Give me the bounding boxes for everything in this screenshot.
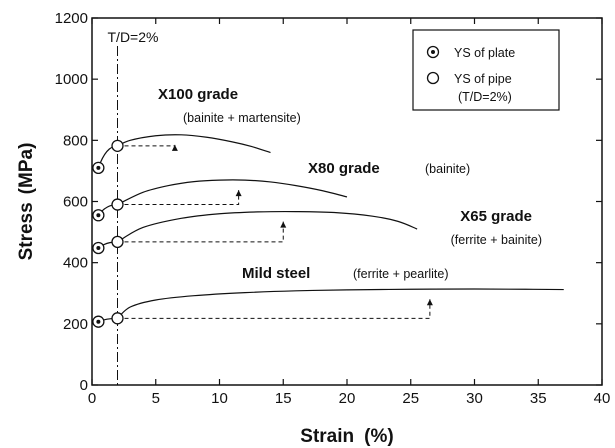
- y-tick-label: 200: [63, 316, 88, 333]
- x80-grade-label: X80 grade: [308, 160, 380, 177]
- series-labels: X100 grade (bainite + martensite) X80 grad…: [158, 86, 542, 282]
- plate-marker-dot: [96, 245, 101, 250]
- y-tick-label: 400: [63, 255, 88, 272]
- x65-grade-ys-arrow: [117, 221, 284, 243]
- x-tick-label: 30: [466, 390, 483, 407]
- x-axis-label: Strain (%): [300, 426, 393, 447]
- plate-ys-marker-icon: [426, 45, 440, 59]
- x100-grade-plate-marker: [92, 161, 105, 175]
- x65-grade-curve: [117, 210, 418, 243]
- x-tick-label: 40: [594, 390, 611, 407]
- x100-grade-pipe-marker: [111, 139, 124, 152]
- td-label: T/D=2%: [108, 29, 159, 45]
- x-tick-label: 25: [402, 390, 419, 407]
- mild-steel-label: Mild steel: [242, 265, 310, 282]
- x65-grade-arrowhead: [280, 221, 287, 228]
- x100-grade-label: X100 grade: [158, 86, 238, 103]
- x65-grade-microstructure: (ferrite + bainite): [451, 233, 542, 247]
- x80-grade-arrowhead: [235, 190, 242, 197]
- x80-grade-ys-arrow: [117, 190, 240, 206]
- x-tick-label: 0: [88, 390, 96, 407]
- legend-pipe-marker: [426, 71, 440, 85]
- plate-marker-dot: [96, 165, 101, 170]
- y-axis-title: Stress: [16, 202, 37, 260]
- x-tick-label: 5: [152, 390, 160, 407]
- x100-grade-ys-arrow: [117, 144, 176, 147]
- mild-steel-curve: [117, 288, 564, 319]
- x80-grade-curve: [117, 179, 348, 206]
- plate-marker-dot: [96, 319, 101, 324]
- x-tick-label: 15: [275, 390, 292, 407]
- legend-pipe-note: (T/D=2%): [458, 90, 512, 104]
- y-tick-label: 0: [80, 377, 88, 394]
- x65-grade-plate-marker: [92, 241, 105, 255]
- pipe-ys-marker-icon: [426, 71, 440, 85]
- y-axis-unit: (MPa): [16, 143, 37, 195]
- legend-plate-label: YS of plate: [454, 46, 515, 60]
- legend-box: [412, 29, 560, 111]
- plate-marker-dot: [96, 213, 101, 218]
- legend: YS of plate YS of pipe (T/D=2%): [412, 29, 560, 111]
- x-axis-unit: (%): [364, 426, 394, 447]
- x80-grade-pipe-marker: [111, 198, 124, 211]
- x65-grade-label: X65 grade: [460, 208, 532, 225]
- x-tick-label: 20: [339, 390, 356, 407]
- y-tick-label: 800: [63, 132, 88, 149]
- x80-grade-microstructure: (bainite): [425, 162, 470, 176]
- plate-marker-dot: [431, 50, 435, 54]
- legend-plate-marker: [426, 45, 440, 59]
- x-tick-label: 10: [211, 390, 228, 407]
- x100-grade-microstructure: (bainite + martensite): [183, 111, 301, 125]
- x80-grade-plate-marker: [92, 209, 105, 222]
- y-tick-label: 1200: [55, 10, 88, 27]
- y-tick-label: 1000: [55, 71, 88, 88]
- x-tick-label: 35: [530, 390, 547, 407]
- x100-grade-curve: [117, 134, 271, 154]
- x100-grade-arrowhead: [171, 144, 178, 151]
- yield-markers: [92, 139, 124, 328]
- mild-steel-ys-arrow: [117, 299, 431, 319]
- x-axis-title: Strain: [300, 426, 354, 447]
- y-tick-label: 600: [63, 194, 88, 211]
- series-curves: [97, 134, 564, 323]
- mild-steel-pipe-marker: [111, 312, 124, 325]
- legend-pipe-label: YS of pipe: [454, 72, 512, 86]
- x65-grade-pipe-marker: [111, 235, 124, 249]
- mild-steel-arrowhead: [426, 299, 433, 306]
- mild-steel-plate-marker: [92, 315, 105, 328]
- y-axis-label: Stress (MPa): [16, 143, 37, 261]
- mild-steel-microstructure: (ferrite + pearlite): [353, 267, 449, 281]
